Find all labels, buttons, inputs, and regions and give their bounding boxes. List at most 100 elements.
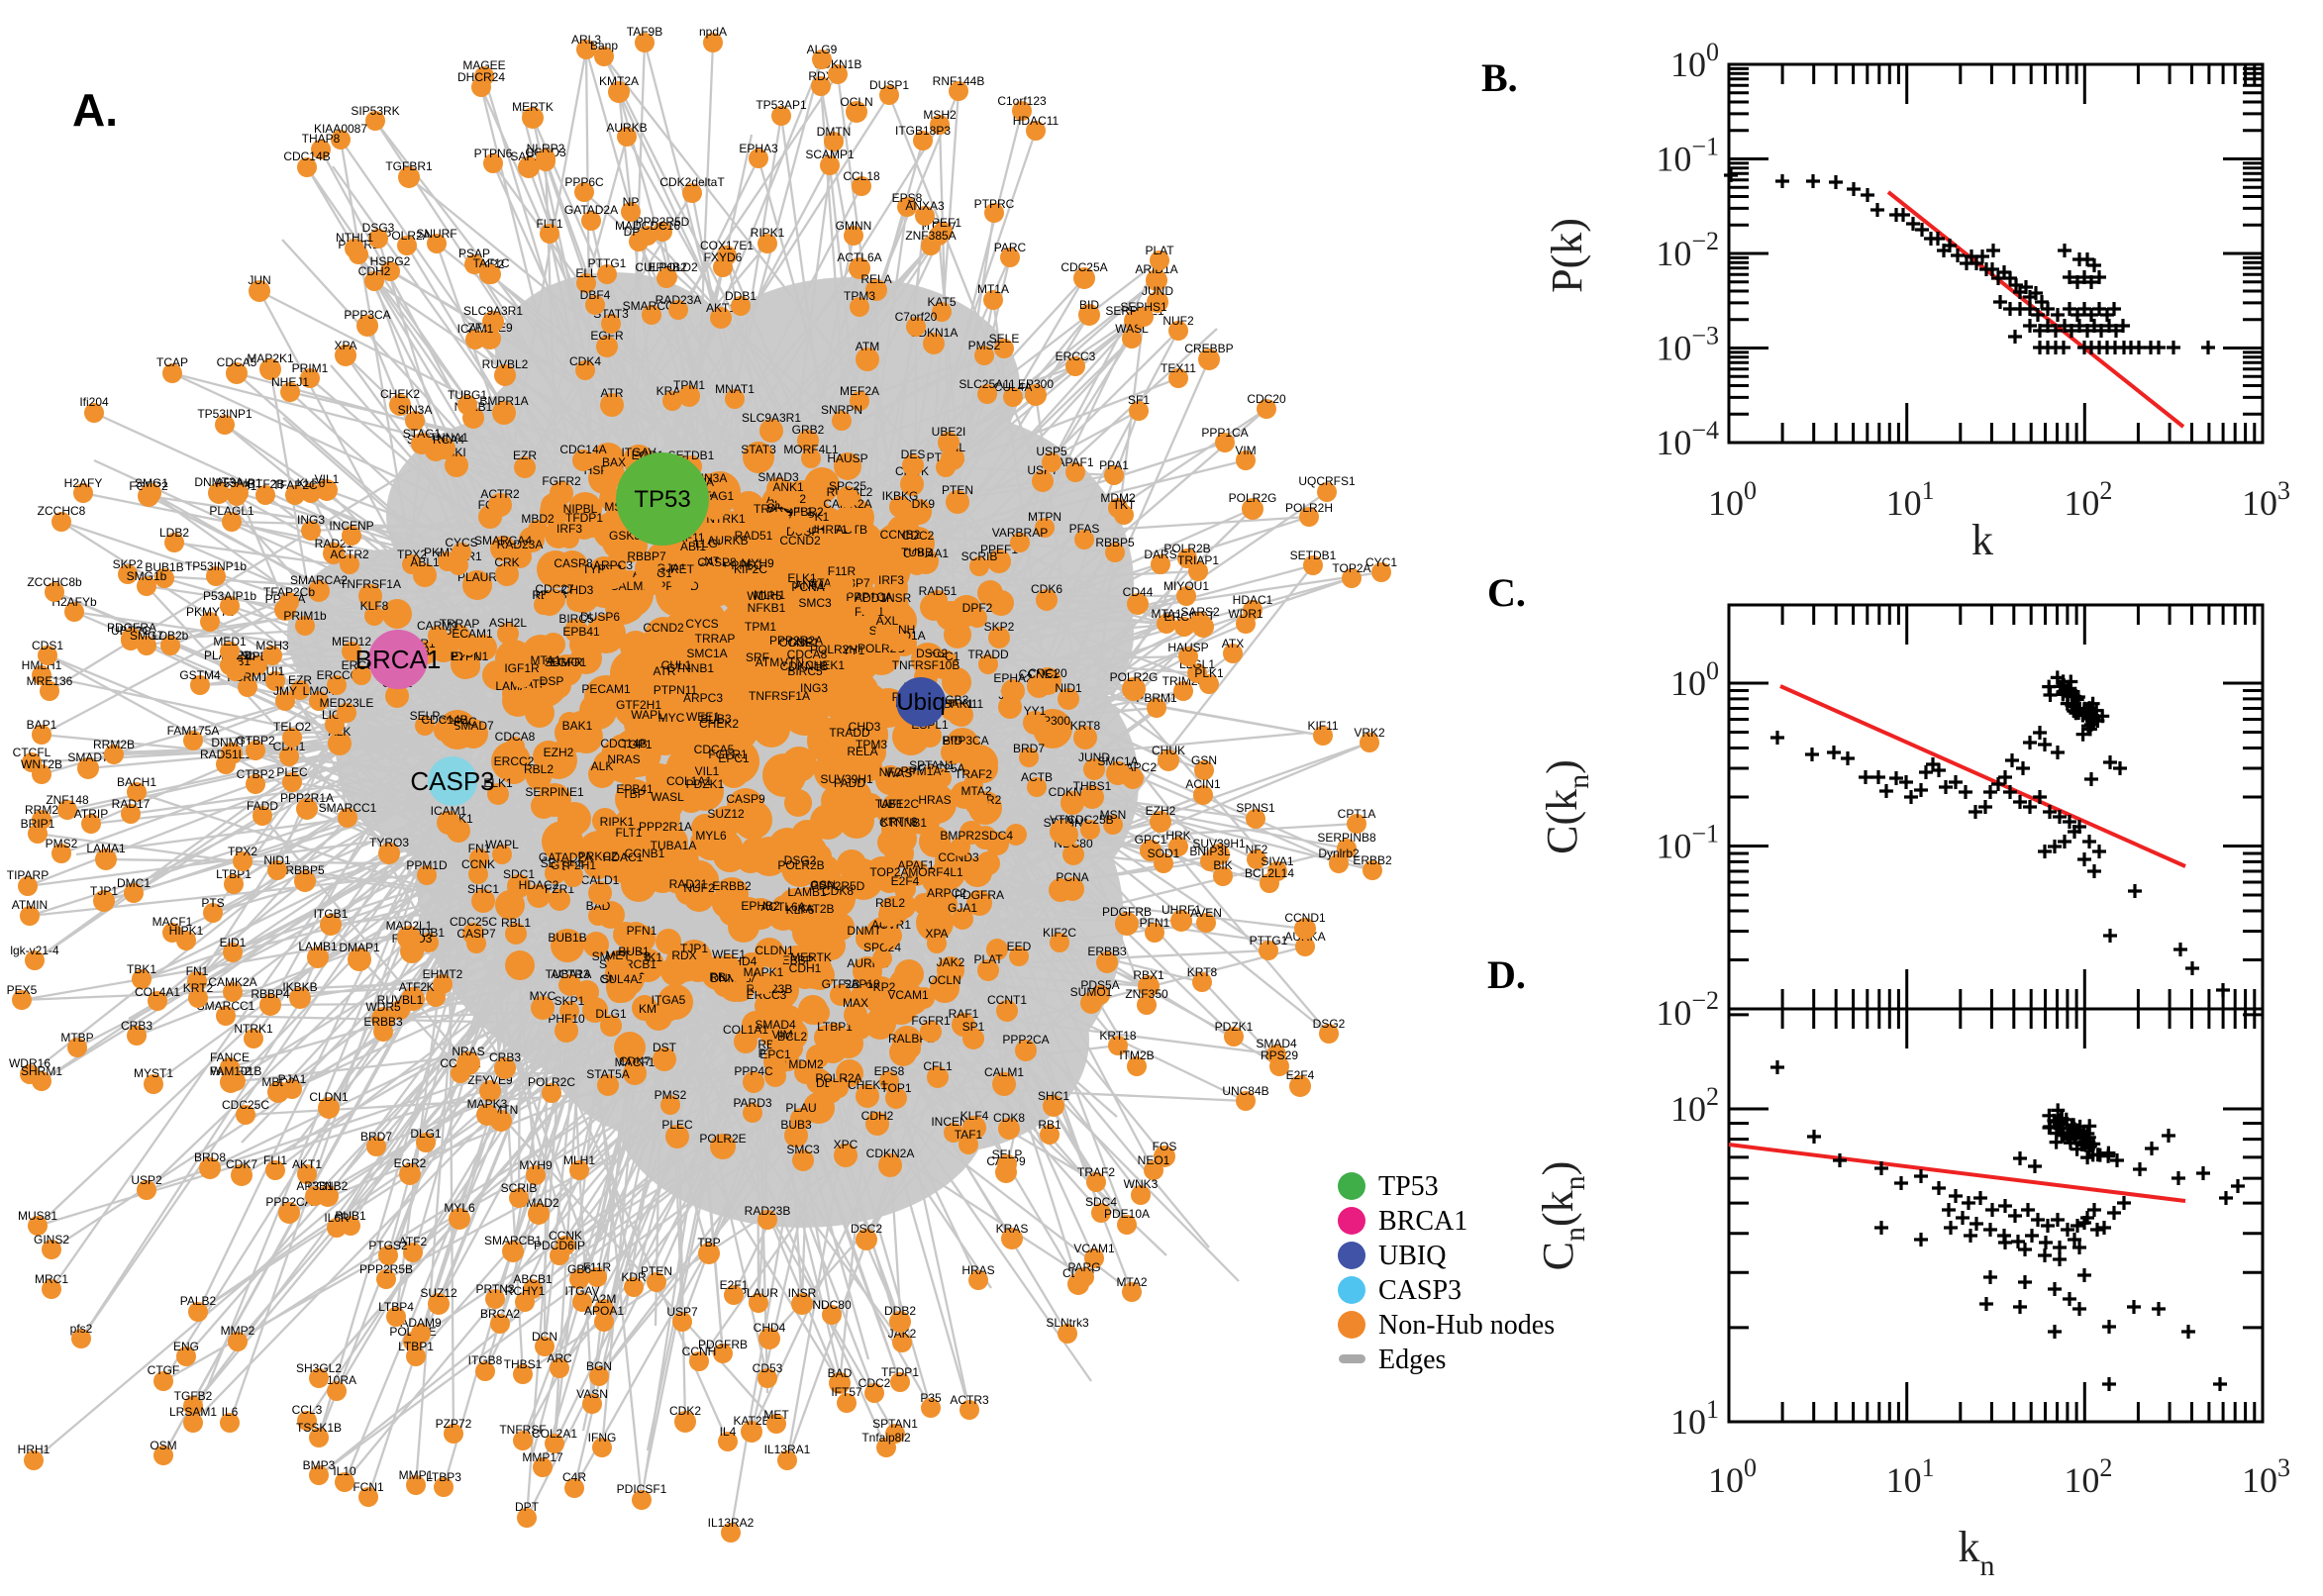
svg-text:CTGF: CTGF <box>148 1363 180 1377</box>
svg-text:BAP1: BAP1 <box>27 718 57 732</box>
svg-text:IRF3: IRF3 <box>878 573 904 587</box>
svg-text:MIYOU1: MIYOU1 <box>1163 579 1209 593</box>
svg-text:C(kn): C(kn) <box>1538 759 1595 854</box>
svg-text:SIN3A: SIN3A <box>398 403 433 417</box>
svg-text:NID1: NID1 <box>263 853 291 867</box>
svg-text:PPP4C: PPP4C <box>734 1064 773 1078</box>
svg-text:HAUSP: HAUSP <box>1167 641 1208 654</box>
svg-text:TNFRSF: TNFRSF <box>499 1423 546 1437</box>
svg-text:MED23LE: MED23LE <box>320 696 374 710</box>
svg-text:KIF2C: KIF2C <box>1043 926 1076 940</box>
svg-text:POLR2G: POLR2G <box>1110 670 1159 684</box>
svg-text:100: 100 <box>1670 38 1719 84</box>
svg-text:THAP8: THAP8 <box>302 132 341 146</box>
svg-text:RAD23A: RAD23A <box>497 538 544 551</box>
svg-text:LRSAM1: LRSAM1 <box>169 1405 217 1419</box>
svg-text:TNFRSF1A: TNFRSF1A <box>340 577 401 591</box>
svg-text:CREBBP: CREBBP <box>1184 342 1233 355</box>
svg-text:SARS2: SARS2 <box>1180 605 1220 619</box>
svg-text:ACIN1: ACIN1 <box>1185 777 1221 791</box>
svg-text:ICAM1: ICAM1 <box>457 322 494 336</box>
svg-text:CDH2: CDH2 <box>358 264 391 278</box>
svg-text:GSN: GSN <box>1191 753 1217 767</box>
svg-text:TRIAP1: TRIAP1 <box>1177 553 1219 567</box>
svg-text:BRCA1: BRCA1 <box>355 645 442 674</box>
svg-text:RAD23B: RAD23B <box>745 1204 791 1218</box>
svg-text:IL6R: IL6R <box>324 1211 350 1225</box>
svg-text:SH3GL2: SH3GL2 <box>296 1361 342 1375</box>
svg-text:RRM2B: RRM2B <box>93 738 135 751</box>
svg-text:NRAS: NRAS <box>452 1045 484 1058</box>
svg-text:SMAD7: SMAD7 <box>67 750 109 764</box>
svg-text:ICAM1: ICAM1 <box>431 804 467 818</box>
svg-text:XPC: XPC <box>834 1138 858 1151</box>
svg-text:CCNB1: CCNB1 <box>625 847 665 860</box>
svg-text:NRAS: NRAS <box>607 752 640 766</box>
svg-text:KRT8: KRT8 <box>1187 965 1218 979</box>
svg-text:SNRPN: SNRPN <box>821 403 862 417</box>
svg-text:UI1: UI1 <box>266 664 285 678</box>
svg-text:SPTAN1: SPTAN1 <box>872 1417 918 1431</box>
svg-text:TNFRSF10B: TNFRSF10B <box>892 658 960 672</box>
svg-text:PPP2R1A: PPP2R1A <box>639 820 692 834</box>
svg-text:HIPK1: HIPK1 <box>169 924 204 938</box>
svg-text:BRD8: BRD8 <box>194 1150 226 1164</box>
svg-text:TP53: TP53 <box>634 486 690 513</box>
svg-text:FCN1: FCN1 <box>353 1480 384 1494</box>
svg-text:D.: D. <box>1487 952 1526 997</box>
svg-text:DCN: DCN <box>532 1330 557 1344</box>
svg-text:INSR: INSR <box>883 591 912 605</box>
svg-text:CDC2: CDC2 <box>858 1376 891 1390</box>
svg-text:ITM2B: ITM2B <box>1119 1048 1154 1062</box>
svg-text:DLG1: DLG1 <box>595 1007 627 1021</box>
svg-text:VTN: VTN <box>1050 813 1073 827</box>
svg-text:10−2: 10−2 <box>1656 986 1719 1033</box>
svg-text:ATX: ATX <box>1222 637 1244 650</box>
svg-text:ATMIN: ATMIN <box>12 898 48 912</box>
svg-text:CLDN1: CLDN1 <box>309 1090 349 1104</box>
svg-text:CCNH: CCNH <box>682 1345 717 1358</box>
svg-text:ERBB2: ERBB2 <box>712 879 752 893</box>
svg-text:C7orf20: C7orf20 <box>895 310 938 324</box>
svg-text:PPP2R5B: PPP2R5B <box>359 1262 413 1276</box>
svg-text:CHUK: CHUK <box>1152 744 1185 757</box>
svg-text:KLF8: KLF8 <box>360 599 389 613</box>
svg-text:ABI1: ABI1 <box>680 540 706 553</box>
svg-text:SUMO1: SUMO1 <box>1070 985 1113 999</box>
svg-text:APOA1: APOA1 <box>584 1304 624 1318</box>
svg-text:TBK1: TBK1 <box>127 962 156 976</box>
svg-text:PLAU: PLAU <box>785 1101 816 1115</box>
svg-text:SKP1: SKP1 <box>555 994 585 1008</box>
svg-text:PMS2: PMS2 <box>46 837 78 850</box>
svg-text:KRT8: KRT8 <box>1070 719 1101 733</box>
svg-text:HDAC11: HDAC11 <box>1013 114 1060 128</box>
svg-text:IL6: IL6 <box>222 1405 239 1419</box>
svg-text:CHEK1: CHEK1 <box>848 1078 887 1092</box>
svg-text:PDZK1: PDZK1 <box>1215 1020 1254 1034</box>
svg-text:CTNNB1: CTNNB1 <box>879 816 927 830</box>
svg-text:C1orf123: C1orf123 <box>997 94 1047 108</box>
svg-text:SF1: SF1 <box>1128 393 1150 407</box>
svg-text:SUV39H1: SUV39H1 <box>820 772 873 786</box>
svg-text:NLRP2: NLRP2 <box>527 142 565 155</box>
svg-text:TPM3: TPM3 <box>856 738 887 751</box>
svg-text:TGFB2: TGFB2 <box>174 1389 213 1403</box>
svg-text:NFKB1: NFKB1 <box>748 601 786 615</box>
svg-text:BMPR2: BMPR2 <box>940 829 981 843</box>
svg-text:TAF1: TAF1 <box>955 1128 983 1142</box>
svg-text:TEX11: TEX11 <box>1161 361 1196 375</box>
svg-text:E2F4: E2F4 <box>1286 1068 1315 1082</box>
svg-text:Banp: Banp <box>590 39 618 52</box>
svg-text:PDCD6IP: PDCD6IP <box>534 1239 585 1252</box>
svg-text:RBL1: RBL1 <box>501 916 531 930</box>
svg-text:CALD1: CALD1 <box>581 873 620 887</box>
svg-text:FADD: FADD <box>247 799 278 813</box>
svg-text:PMS2: PMS2 <box>968 339 1001 352</box>
svg-text:10−1: 10−1 <box>1656 820 1719 866</box>
svg-text:BID: BID <box>1079 298 1099 312</box>
svg-text:PRIM1b: PRIM1b <box>283 609 327 623</box>
svg-text:HDAC1: HDAC1 <box>1233 593 1273 607</box>
svg-text:100: 100 <box>1670 656 1719 703</box>
svg-text:MRE136: MRE136 <box>27 674 73 688</box>
svg-text:RBBP5: RBBP5 <box>285 863 325 877</box>
